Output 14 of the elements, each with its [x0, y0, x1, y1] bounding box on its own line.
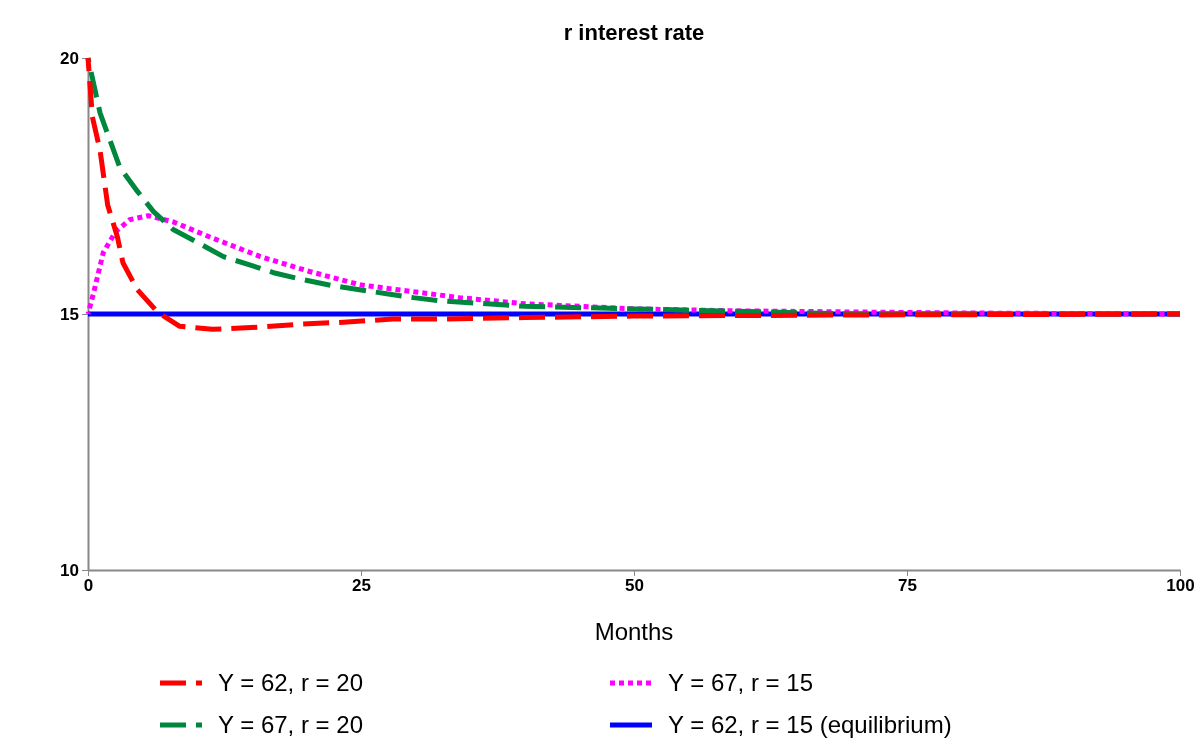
legend-label: Y = 62, r = 20: [218, 669, 363, 696]
x-tick-label: 0: [83, 576, 94, 596]
legend-label: Y = 67, r = 15: [668, 669, 813, 696]
y-tick-label: 10: [60, 560, 79, 580]
x-axis-title: Months: [594, 618, 674, 645]
x-tick-label: 25: [352, 576, 371, 596]
legend-label: Y = 67, r = 20: [218, 711, 363, 738]
x-tick-label: 50: [625, 576, 644, 596]
x-tick-label: 75: [898, 576, 917, 596]
x-tick-label: 100: [1166, 576, 1194, 596]
y-tick-label: 20: [60, 48, 79, 68]
chart-title: r interest rate: [563, 20, 705, 45]
y-tick-label: 15: [60, 304, 79, 324]
legend-label: Y = 62, r = 15 (equilibrium): [668, 711, 952, 738]
